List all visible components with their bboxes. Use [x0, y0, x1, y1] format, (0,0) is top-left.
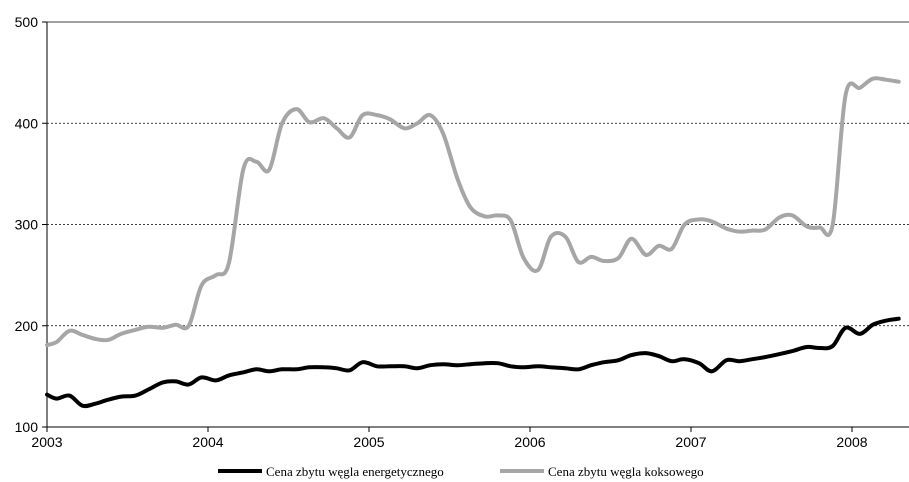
y-tick-label-500: 500: [15, 14, 39, 30]
x-tick-label-2007: 2007: [675, 434, 706, 450]
y-tick-label-200: 200: [15, 318, 39, 334]
legend-label-energy-coal: Cena zbytu węgla energetycznego: [266, 464, 444, 479]
x-tick-labels: 2003 2004 2005 2006 2007 2008: [31, 434, 867, 450]
y-tick-label-100: 100: [15, 419, 39, 435]
x-tick-label-2006: 2006: [514, 434, 545, 450]
x-tick-label-2005: 2005: [353, 434, 384, 450]
series-line-coking-coal: [45, 76, 901, 347]
y-tick-label-400: 400: [15, 115, 39, 131]
x-tick-label-2004: 2004: [192, 434, 223, 450]
y-tick-label-300: 300: [15, 217, 39, 233]
x-tick-label-2003: 2003: [31, 434, 62, 450]
axes: [42, 21, 909, 432]
x-tick-label-2008: 2008: [836, 434, 867, 450]
y-tick-labels: 100 200 300 400 500: [15, 14, 39, 435]
legend: Cena zbytu węgla energetycznego Cena zbyt…: [218, 464, 704, 479]
series-line-energy-coal: [45, 316, 901, 409]
legend-label-coking-coal: Cena zbytu węgla koksowego: [548, 464, 704, 479]
gridlines: [47, 21, 909, 327]
series-lines: [45, 76, 901, 409]
